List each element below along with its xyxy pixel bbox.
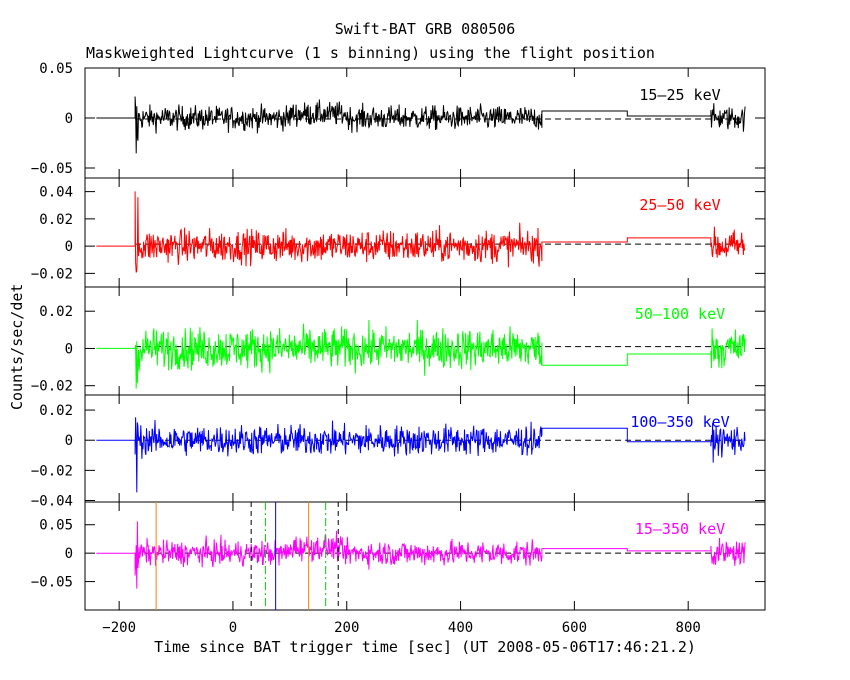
series-label: 100–350 keV bbox=[630, 413, 729, 431]
series-label: 50–100 keV bbox=[635, 305, 725, 323]
x-tick-label: 200 bbox=[334, 620, 359, 636]
x-tick-label: 800 bbox=[676, 620, 701, 636]
y-tick-label: 0 bbox=[65, 433, 73, 449]
y-tick-label: 0.05 bbox=[39, 518, 73, 534]
x-tick-label: −200 bbox=[102, 620, 136, 636]
x-tick-label: 400 bbox=[448, 620, 473, 636]
series-line bbox=[96, 191, 746, 273]
y-tick-label: 0 bbox=[65, 341, 73, 357]
chart-title: Swift-BAT GRB 080506 bbox=[334, 20, 516, 38]
series-label: 15–25 keV bbox=[639, 86, 720, 104]
series-line bbox=[96, 319, 746, 389]
panel-frame bbox=[84, 394, 766, 503]
y-tick-label: −0.04 bbox=[31, 493, 73, 509]
y-tick-label: −0.05 bbox=[31, 161, 73, 177]
y-tick-label: 0 bbox=[65, 546, 73, 562]
y-tick-label: 0 bbox=[65, 111, 73, 127]
series-label: 15–350 keV bbox=[635, 520, 725, 538]
x-tick-label: 0 bbox=[229, 620, 237, 636]
x-tick-label: 600 bbox=[562, 620, 587, 636]
y-tick-label: −0.02 bbox=[31, 266, 73, 282]
y-tick-label: −0.02 bbox=[31, 463, 73, 479]
y-tick-label: −0.02 bbox=[31, 379, 73, 395]
y-tick-label: −0.05 bbox=[31, 575, 73, 591]
x-axis-label: Time since BAT trigger time [sec] (UT 20… bbox=[154, 638, 696, 656]
y-tick-label: 0.05 bbox=[39, 61, 73, 77]
chart-subtitle: Maskweighted Lightcurve (1 s binning) us… bbox=[86, 44, 655, 62]
y-tick-label: 0.02 bbox=[39, 212, 73, 228]
y-axis-label: Counts/sec/det bbox=[8, 283, 26, 410]
panel-frame bbox=[84, 501, 766, 611]
y-tick-label: 0.04 bbox=[39, 185, 73, 201]
panel-frame bbox=[84, 177, 766, 288]
series-line bbox=[96, 96, 746, 154]
series-line bbox=[96, 521, 746, 589]
y-tick-label: 0.02 bbox=[39, 403, 73, 419]
series-line bbox=[96, 417, 746, 493]
y-tick-label: 0 bbox=[65, 239, 73, 255]
panel-frame bbox=[84, 286, 766, 396]
y-tick-label: 0.02 bbox=[39, 304, 73, 320]
series-label: 25–50 keV bbox=[639, 196, 720, 214]
